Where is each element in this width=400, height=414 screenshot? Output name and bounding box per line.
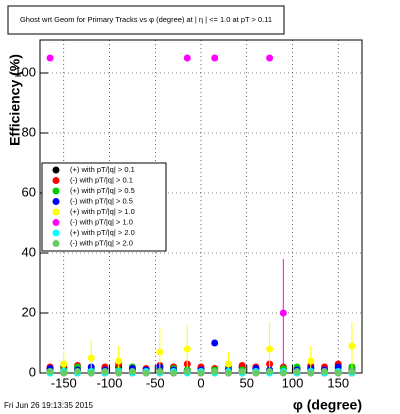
point [74, 368, 82, 375]
point [348, 342, 356, 350]
x-tick-label: -150 [51, 375, 77, 390]
point [307, 357, 315, 365]
point [266, 368, 274, 375]
footer: Fri Jun 26 19:13:35 2015 [4, 401, 94, 410]
point [183, 368, 191, 375]
point [334, 369, 342, 377]
y-tick-label: 20 [22, 304, 36, 319]
title-box [7, 5, 285, 35]
legend-box [41, 162, 167, 252]
point [60, 369, 68, 377]
point [183, 345, 191, 353]
point [183, 54, 191, 62]
point [224, 369, 232, 377]
point [128, 368, 136, 375]
point [307, 369, 315, 377]
x-tick-label: 0 [197, 375, 204, 390]
x-axis-label: φ (degree) [293, 397, 362, 413]
point [293, 368, 301, 375]
y-tick-label: 40 [22, 244, 36, 259]
point [320, 368, 328, 375]
legend-label: (+) with pT/|q| > 0.1 [70, 165, 135, 174]
legend-label: (+) with pT/|q| > 2.0 [70, 228, 135, 237]
point [46, 54, 54, 62]
point [279, 309, 287, 317]
point [266, 54, 274, 62]
point [87, 354, 95, 362]
legend-marker [52, 198, 60, 205]
legend-marker [52, 219, 60, 226]
legend-marker [52, 187, 60, 195]
x-tick-label: -100 [97, 375, 123, 390]
point [252, 369, 260, 377]
point [46, 368, 54, 375]
point [101, 368, 109, 375]
x-tick-label: -50 [146, 375, 165, 390]
x-tick-label: 50 [240, 375, 254, 390]
legend-label: (-) with pT/|q| > 2.0 [70, 238, 133, 247]
point [156, 368, 164, 375]
point [87, 369, 95, 377]
point [197, 369, 205, 377]
point [211, 339, 219, 347]
point [60, 360, 68, 368]
y-tick-label: 0 [29, 364, 36, 379]
point [348, 368, 356, 375]
chart-title: Ghost wrt Geom for Primary Tracks vs φ (… [20, 15, 272, 24]
point [115, 357, 123, 365]
legend-marker [52, 166, 60, 174]
point [279, 369, 287, 377]
point [156, 348, 164, 356]
legend-marker [52, 229, 60, 237]
legend-marker [52, 240, 60, 247]
y-tick-label: 80 [22, 124, 36, 139]
legend-label: (+) with pT/|q| > 1.0 [70, 207, 135, 216]
point [238, 368, 246, 375]
y-axis-label: Efficiency (%) [7, 54, 23, 146]
point [266, 345, 274, 353]
point [170, 369, 178, 377]
legend-label: (+) with pT/|q| > 0.5 [70, 186, 135, 195]
x-tick-label: 100 [282, 375, 304, 390]
point [211, 54, 219, 62]
y-tick-label: 100 [14, 64, 36, 79]
point [115, 369, 123, 377]
legend-label: (-) with pT/|q| > 1.0 [70, 217, 133, 226]
point [211, 368, 219, 375]
legend-marker [52, 208, 60, 216]
legend-marker [52, 177, 60, 184]
legend-label: (-) with pT/|q| > 0.5 [70, 196, 133, 205]
point [142, 369, 150, 377]
x-tick-label: 150 [327, 375, 349, 390]
point [224, 360, 232, 368]
legend-label: (-) with pT/|q| > 0.1 [70, 175, 133, 184]
y-tick-label: 60 [22, 184, 36, 199]
